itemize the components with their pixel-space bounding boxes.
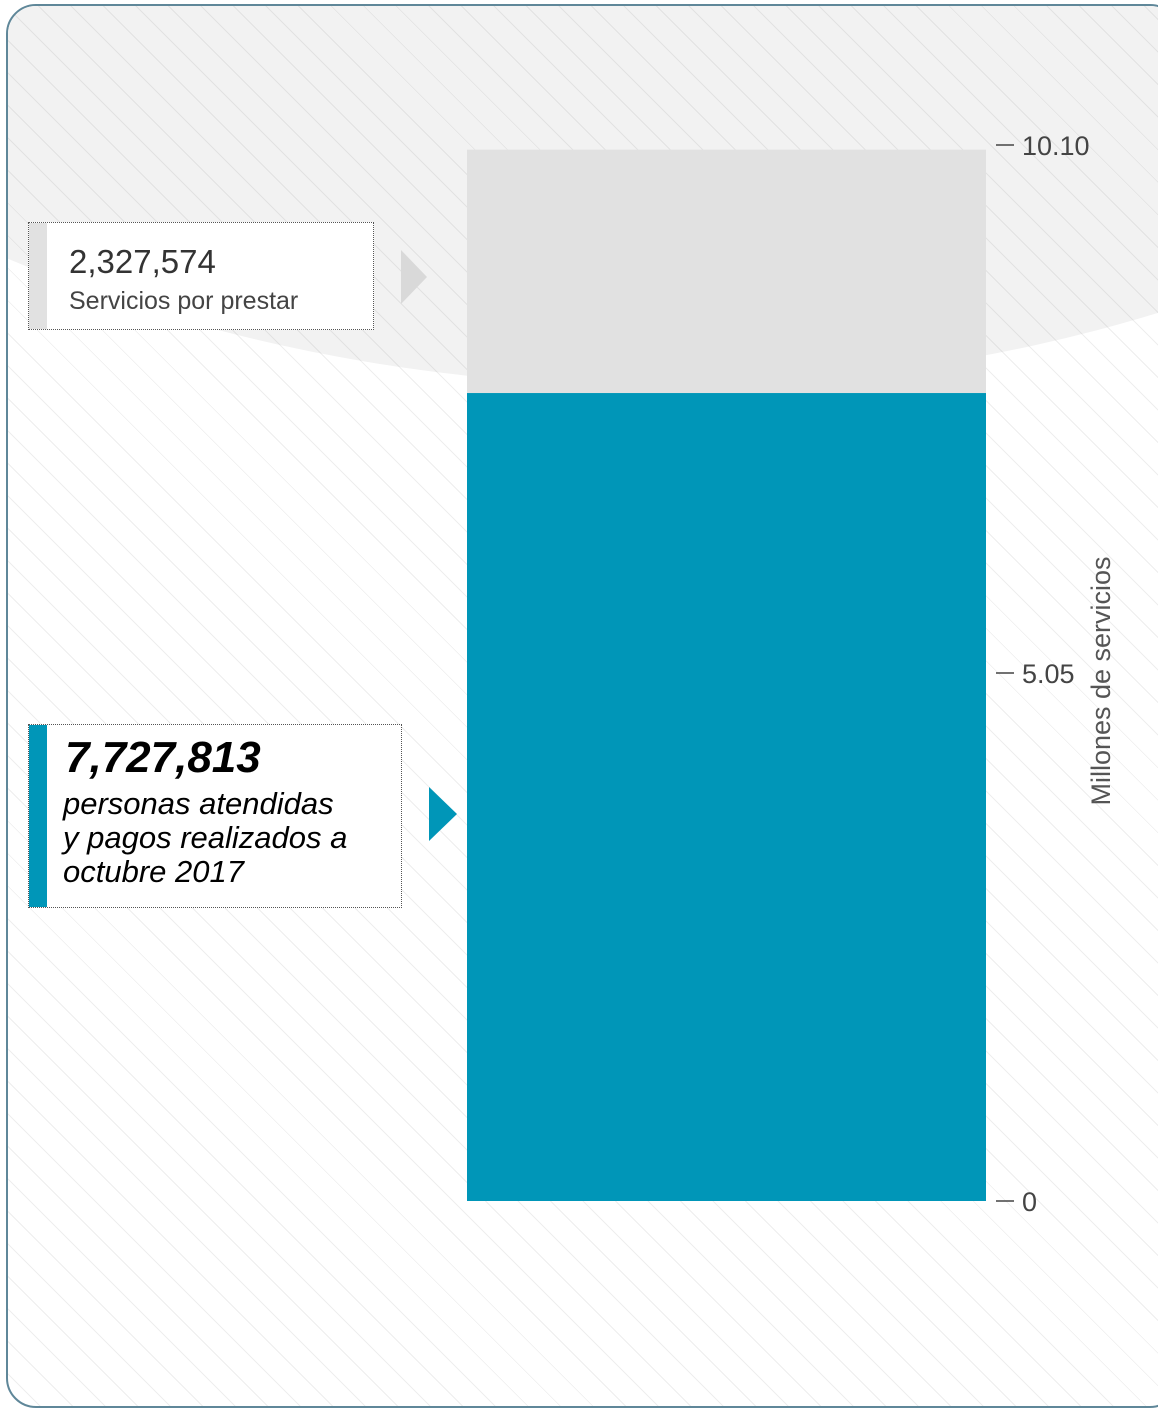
callout-pending-label: Servicios por prestar bbox=[69, 287, 299, 315]
y-tick-label: 0 bbox=[1022, 1187, 1037, 1217]
bar-segment-por-prestar bbox=[467, 149, 986, 394]
callout-color-bar bbox=[29, 223, 47, 329]
y-tick-label: 5.05 bbox=[1022, 659, 1075, 689]
callout-personas-atendidas: 7,727,813 personas atendidas y pagos rea… bbox=[28, 724, 457, 908]
callout-servicios-por-prestar: 2,327,574 Servicios por prestar bbox=[28, 222, 427, 330]
y-tick-label: 10.10 bbox=[1022, 131, 1090, 161]
y-axis-title: Millones de servicios bbox=[1086, 556, 1116, 805]
callout-done-label-line: octubre 2017 bbox=[63, 854, 244, 889]
callout-done-label-line: personas atendidas bbox=[63, 786, 334, 821]
callout-pending-number: 2,327,574 bbox=[69, 243, 216, 280]
stacked-bar-chart: 0 5.05 10.10 Millones de servicios bbox=[467, 131, 1116, 1217]
callout-done-number: 7,727,813 bbox=[65, 733, 261, 782]
callout-done-label-line: y pagos realizados a bbox=[63, 820, 348, 855]
callout-color-bar bbox=[29, 725, 47, 907]
callout-done-label: personas atendidas y pagos realizados a … bbox=[63, 787, 393, 889]
callout-pointer-icon bbox=[401, 250, 427, 304]
bar-segment-atendidos bbox=[467, 393, 986, 1201]
callout-pointer-icon bbox=[429, 787, 457, 841]
